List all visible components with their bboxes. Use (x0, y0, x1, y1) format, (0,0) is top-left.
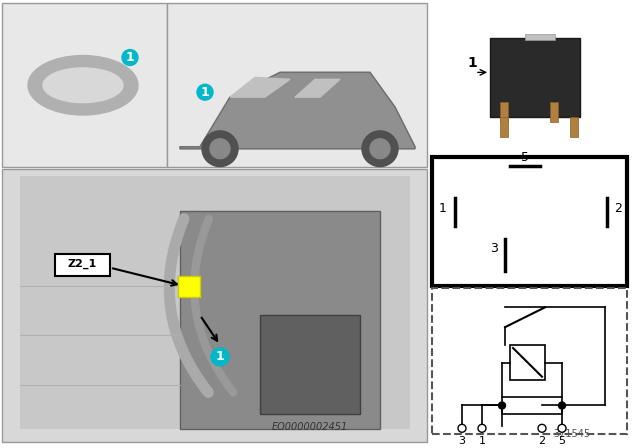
Bar (260, 315, 360, 414)
Text: 1: 1 (125, 51, 134, 64)
Text: 3: 3 (458, 436, 465, 446)
Bar (2, 168, 427, 442)
Bar (500, 102, 508, 122)
Bar (180, 211, 380, 429)
Text: 1: 1 (439, 202, 447, 215)
Circle shape (538, 424, 546, 432)
Text: 2: 2 (538, 436, 545, 446)
Text: 1: 1 (216, 350, 225, 363)
Text: 1: 1 (479, 436, 486, 446)
Bar (502, 396, 562, 414)
Bar (570, 117, 578, 137)
Circle shape (362, 131, 398, 167)
Text: 1: 1 (200, 86, 209, 99)
Bar (432, 288, 627, 434)
Bar (490, 38, 580, 117)
Bar (2, 3, 167, 167)
Circle shape (210, 139, 230, 159)
Text: 5: 5 (521, 151, 529, 164)
Circle shape (458, 424, 466, 432)
Circle shape (478, 424, 486, 432)
Bar (55, 254, 110, 276)
Bar (178, 276, 200, 297)
Bar (432, 157, 627, 285)
Circle shape (197, 84, 213, 100)
Circle shape (558, 424, 566, 432)
Circle shape (202, 131, 238, 167)
Text: 1: 1 (467, 56, 477, 70)
FancyArrowPatch shape (169, 219, 208, 392)
Text: 2: 2 (614, 202, 622, 215)
Polygon shape (295, 79, 340, 97)
Circle shape (499, 402, 506, 409)
Text: 3: 3 (490, 242, 498, 255)
Ellipse shape (43, 68, 123, 103)
Circle shape (370, 139, 390, 159)
Bar (430, 3, 630, 147)
Bar (20, 177, 410, 429)
Text: 5: 5 (559, 436, 566, 446)
Circle shape (211, 348, 229, 366)
Text: Z2_1: Z2_1 (67, 258, 97, 269)
Circle shape (559, 402, 566, 409)
Bar (500, 117, 508, 137)
Bar (510, 345, 545, 380)
Polygon shape (230, 78, 290, 97)
Text: 371545: 371545 (553, 429, 590, 439)
Polygon shape (180, 73, 415, 149)
Circle shape (122, 50, 138, 65)
Bar (167, 3, 427, 167)
Bar (550, 102, 558, 122)
Bar (525, 34, 555, 40)
Ellipse shape (28, 56, 138, 115)
Text: EO0000002451: EO0000002451 (272, 422, 348, 432)
FancyArrowPatch shape (195, 219, 233, 392)
